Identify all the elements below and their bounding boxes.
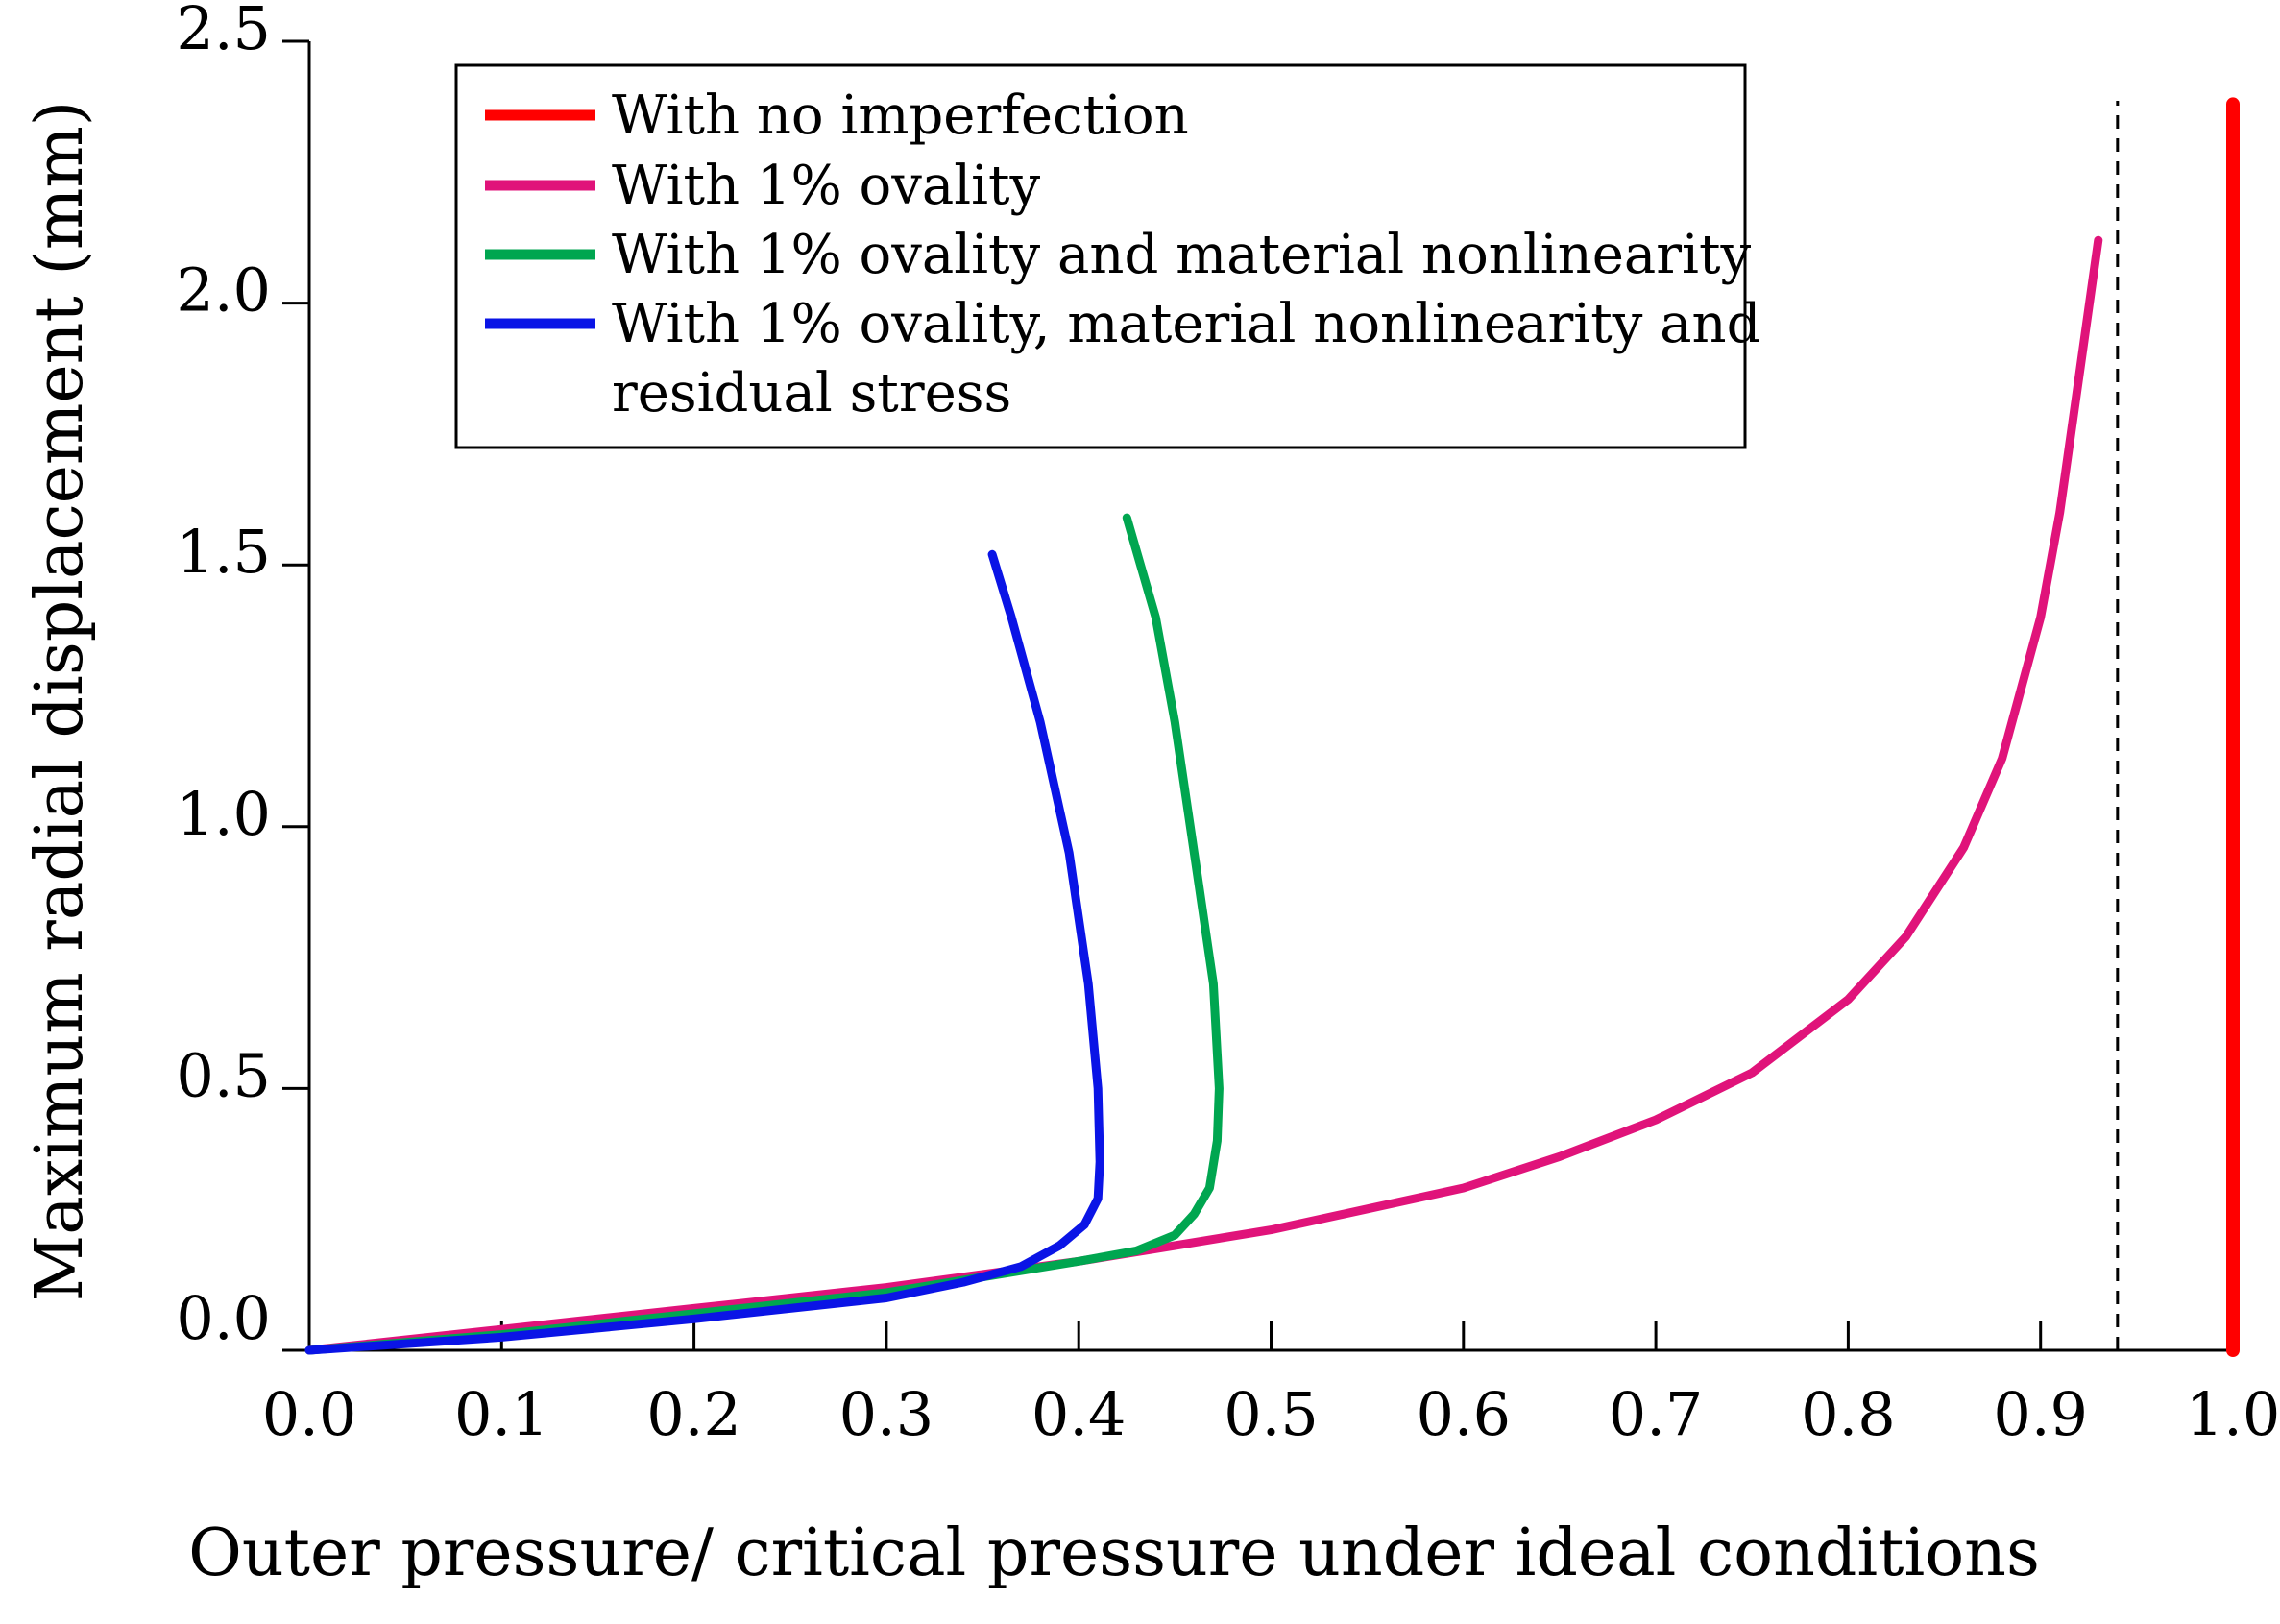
series-line-3 — [304, 513, 1224, 1355]
y-tick-label: 2.0 — [176, 255, 271, 326]
legend-label: With 1% ovality and material nonlinearit… — [612, 224, 1751, 286]
x-tick-label: 0.9 — [1993, 1379, 2088, 1449]
x-tick-label: 0.3 — [839, 1379, 934, 1449]
series-layer — [304, 97, 2240, 1357]
y-axis-title: Maximum radial displacement (mm) — [22, 101, 98, 1302]
legend-box — [454, 63, 1747, 449]
y-tick-label: 2.5 — [176, 0, 271, 63]
y-tick-label: 0.5 — [176, 1040, 271, 1110]
x-tick-label: 1.0 — [2186, 1379, 2280, 1449]
legend-label-continuation: residual stress — [612, 362, 1011, 424]
x-tick-label: 0.8 — [1801, 1379, 1896, 1449]
x-tick-label: 0.0 — [262, 1379, 357, 1449]
legend-label: With 1% ovality — [612, 155, 1041, 217]
legend-label: With 1% ovality, material nonlinearity a… — [612, 293, 1760, 355]
series-line-4 — [304, 549, 1104, 1355]
legend: With no imperfection With 1% ovality With … — [454, 63, 1760, 449]
y-tick-label: 1.5 — [176, 517, 271, 587]
y-tick-labels: 0.0 0.5 1.0 1.5 2.0 2.5 — [176, 0, 271, 1353]
y-tick-label: 1.0 — [176, 779, 271, 849]
y-tick-label: 0.0 — [176, 1283, 271, 1353]
x-tick-label: 0.2 — [646, 1379, 741, 1449]
x-tick-label: 0.4 — [1031, 1379, 1127, 1449]
x-axis-title: Outer pressure/ critical pressure under … — [188, 1515, 2040, 1591]
x-tick-label: 0.1 — [454, 1379, 549, 1449]
legend-label: With no imperfection — [612, 85, 1189, 147]
x-tick-label: 0.7 — [1609, 1379, 1704, 1449]
x-tick-label: 0.6 — [1416, 1379, 1511, 1449]
x-tick-labels: 0.0 0.1 0.2 0.3 0.4 0.5 0.6 0.7 0.8 0.9 1.0 — [262, 1379, 2280, 1449]
x-tick-label: 0.5 — [1224, 1379, 1319, 1449]
